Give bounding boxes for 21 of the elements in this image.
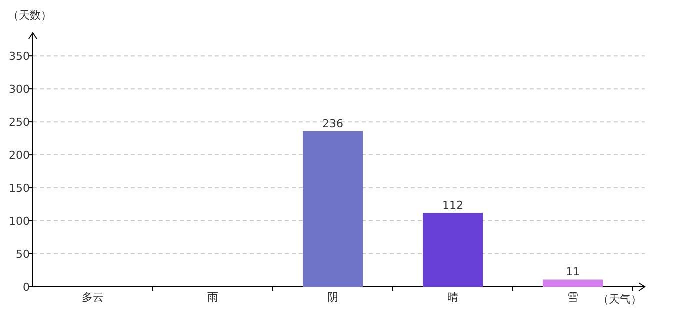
y-tick-label: 200 — [9, 149, 30, 162]
y-tick-label: 0 — [23, 281, 30, 294]
y-tick-label: 100 — [9, 215, 30, 228]
y-tick-label: 50 — [16, 248, 30, 262]
x-tick-label: 雨 — [208, 291, 218, 304]
data-label: 11 — [566, 266, 580, 279]
y-tick-label: 250 — [9, 116, 30, 130]
data-label: 236 — [322, 117, 344, 130]
bar — [543, 280, 603, 287]
data-label: 112 — [442, 199, 464, 212]
y-axis-title: （天数） — [8, 9, 52, 22]
bar — [423, 213, 483, 287]
y-tick-label: 150 — [9, 182, 30, 196]
y-tick-label: 350 — [9, 50, 30, 64]
x-tick-label: 阴 — [328, 291, 338, 304]
x-tick-label: 雪 — [568, 291, 578, 304]
x-axis-title: （天气） — [598, 293, 642, 306]
x-tick-label: 多云 — [82, 291, 104, 304]
x-tick-label: 晴 — [448, 291, 458, 304]
y-tick-label: 300 — [9, 83, 30, 96]
bar — [303, 131, 363, 287]
